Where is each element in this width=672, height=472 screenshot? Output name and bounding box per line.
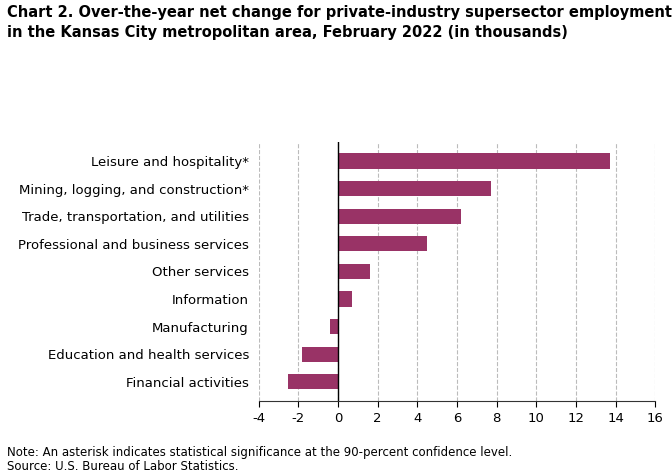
Bar — [338, 153, 610, 169]
Text: Source: U.S. Bureau of Labor Statistics.: Source: U.S. Bureau of Labor Statistics. — [7, 460, 238, 472]
Bar — [338, 264, 370, 279]
Bar — [330, 319, 338, 334]
Text: Chart 2. Over-the-year net change for private-industry supersector employment
in: Chart 2. Over-the-year net change for pr… — [7, 5, 672, 40]
Bar — [338, 236, 427, 252]
Bar — [302, 346, 338, 362]
Bar — [288, 374, 338, 389]
Bar — [338, 209, 461, 224]
Text: Note: An asterisk indicates statistical significance at the 90-percent confidenc: Note: An asterisk indicates statistical … — [7, 446, 512, 459]
Bar — [338, 181, 491, 196]
Bar — [338, 291, 352, 307]
